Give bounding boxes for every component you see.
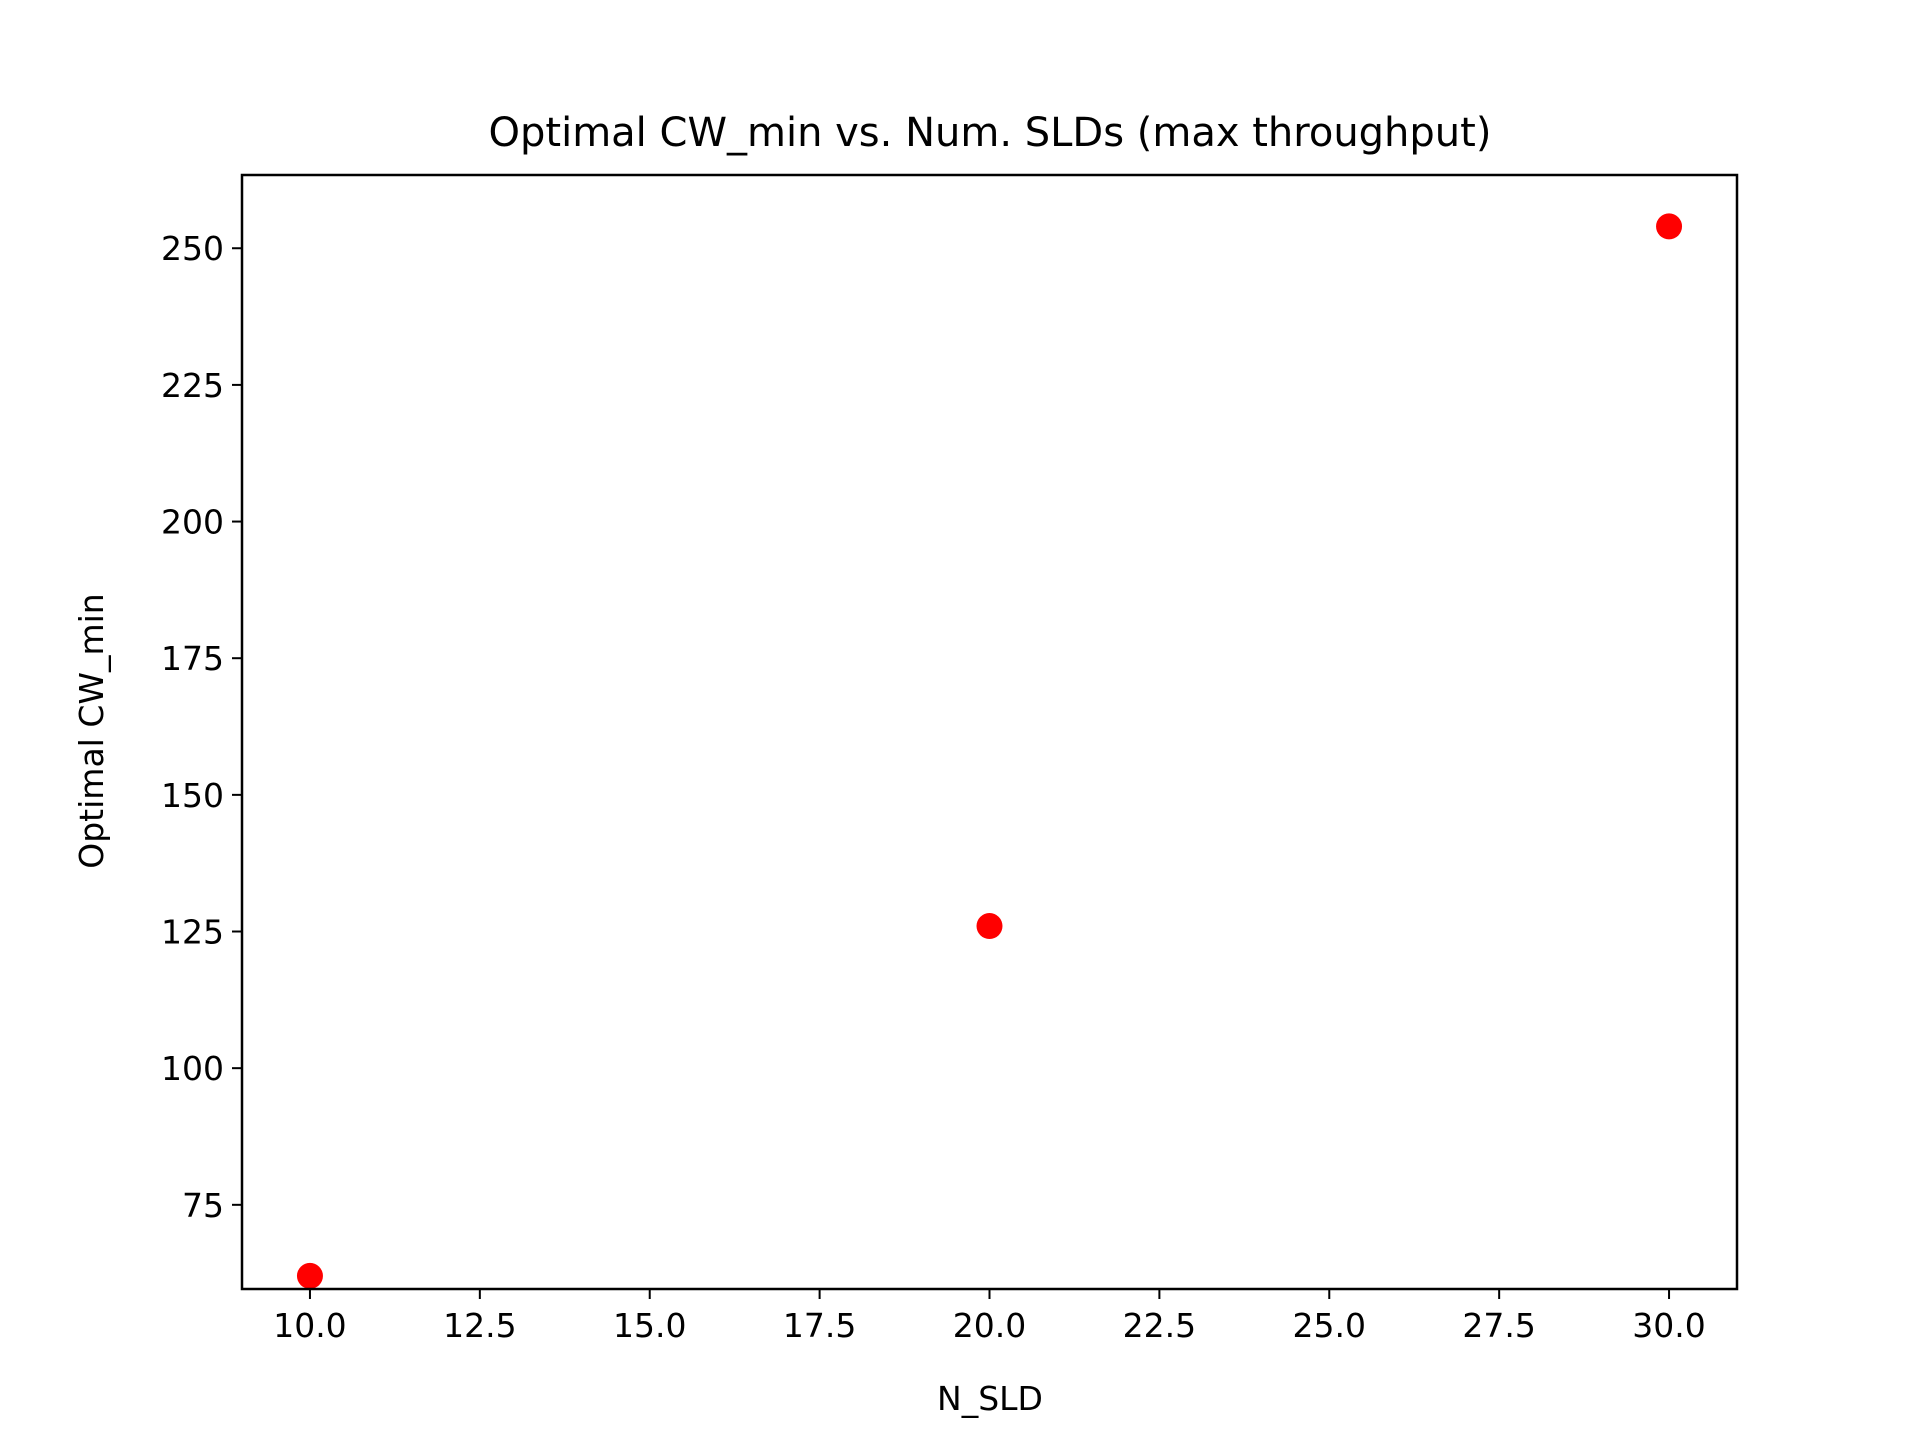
data-point xyxy=(976,913,1003,940)
x-tick-label: 12.5 xyxy=(443,1306,516,1345)
y-tick-label: 100 xyxy=(161,1049,224,1088)
chart-title: Optimal CW_min vs. Num. SLDs (max throug… xyxy=(489,110,1492,156)
y-tick-label: 225 xyxy=(161,366,224,405)
data-point xyxy=(296,1262,323,1289)
y-tick-label: 200 xyxy=(161,503,224,542)
y-axis-label: Optimal CW_min xyxy=(72,593,111,868)
y-tick-label: 150 xyxy=(161,776,224,815)
x-tick-label: 10.0 xyxy=(273,1306,346,1345)
data-point xyxy=(1656,213,1683,240)
y-tick-label: 75 xyxy=(182,1186,224,1225)
x-axis-label: N_SLD xyxy=(937,1379,1043,1418)
x-tick-label: 20.0 xyxy=(953,1306,1026,1345)
y-tick-label: 175 xyxy=(161,639,224,678)
x-tick-label: 17.5 xyxy=(783,1306,856,1345)
x-tick-label: 27.5 xyxy=(1462,1306,1535,1345)
axis-ticks: 10.0 12.5 15.0 17.5 20.0 22.5 25.0 27.5 30.0 75 10… xyxy=(161,229,1706,1345)
x-tick-label: 15.0 xyxy=(613,1306,686,1345)
y-tick-label: 125 xyxy=(161,913,224,952)
plot-area-frame xyxy=(240,173,1739,1291)
data-points xyxy=(296,213,1683,1289)
x-tick-label: 30.0 xyxy=(1632,1306,1705,1345)
y-tick-label: 250 xyxy=(161,229,224,268)
x-tick-label: 22.5 xyxy=(1123,1306,1196,1345)
x-tick-label: 25.0 xyxy=(1293,1306,1366,1345)
